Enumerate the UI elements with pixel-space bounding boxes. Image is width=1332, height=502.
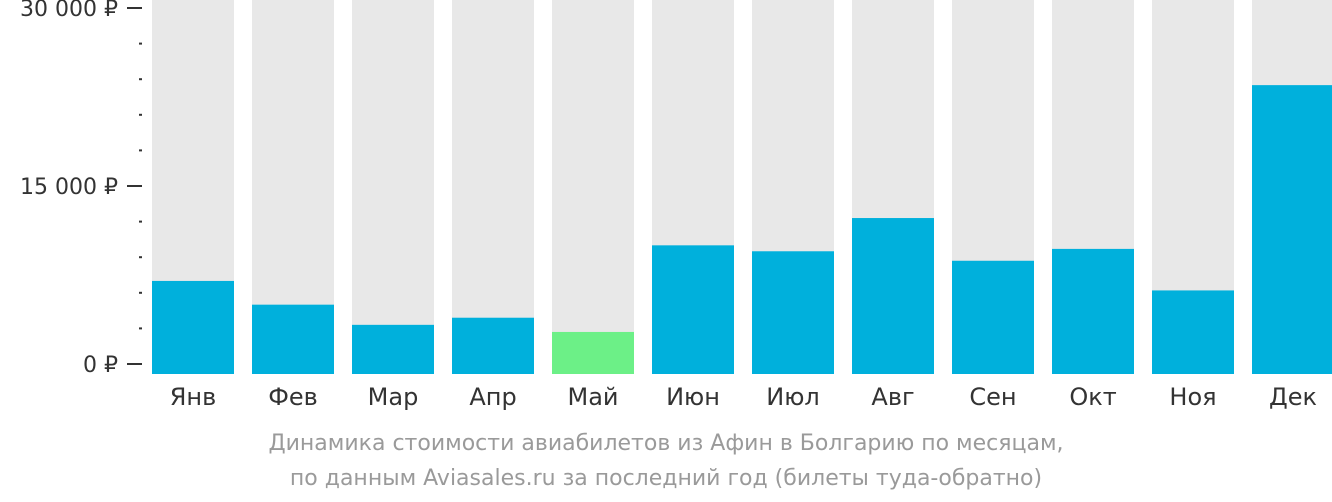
x-tick-label: Фев (268, 383, 318, 411)
x-tick-label: Июн (666, 383, 720, 411)
chart-caption-line-2: по данным Aviasales.ru за последний год … (289, 466, 1043, 491)
bar-track (352, 0, 434, 374)
x-tick-label: Авг (871, 383, 914, 411)
x-tick-label: Дек (1269, 383, 1317, 411)
bar-1[interactable] (152, 280, 234, 374)
x-tick-label: Янв (170, 383, 217, 411)
y-axis: 0 ₽ 15 000 ₽ 30 000 ₽ (20, 0, 142, 378)
chart-caption-line-1: Динамика стоимости авиабилетов из Афин в… (268, 431, 1064, 456)
bar-4[interactable] (452, 317, 534, 374)
x-tick-label: Сен (969, 383, 1016, 411)
bar-track (452, 0, 534, 374)
y-tick-label: 30 000 ₽ (20, 0, 118, 22)
bar-11[interactable] (1152, 290, 1234, 374)
x-tick-label: Ноя (1169, 383, 1216, 411)
x-tick-label: Мар (368, 383, 419, 411)
x-tick-label: Окт (1069, 383, 1116, 411)
bar-8[interactable] (852, 218, 934, 374)
bar-12[interactable] (1252, 85, 1332, 374)
y-tick-label: 0 ₽ (83, 353, 118, 378)
x-tick-label: Июл (766, 383, 820, 411)
y-tick-label: 15 000 ₽ (20, 175, 118, 200)
x-axis-labels: Янв Фев Мар Апр Май Июн Июл Авг Сен Окт Ноя Дек (170, 383, 1317, 411)
bar-9[interactable] (952, 260, 1034, 374)
x-tick-label: Май (567, 383, 618, 411)
bar-6[interactable] (652, 245, 734, 374)
bars (152, 85, 1332, 374)
bar-2[interactable] (252, 304, 334, 374)
x-tick-label: Апр (469, 383, 516, 411)
bar-5[interactable] (552, 331, 634, 374)
bar-track (552, 0, 634, 374)
bar-10[interactable] (1052, 248, 1134, 374)
bar-7[interactable] (752, 251, 834, 374)
bar-3[interactable] (352, 324, 434, 374)
